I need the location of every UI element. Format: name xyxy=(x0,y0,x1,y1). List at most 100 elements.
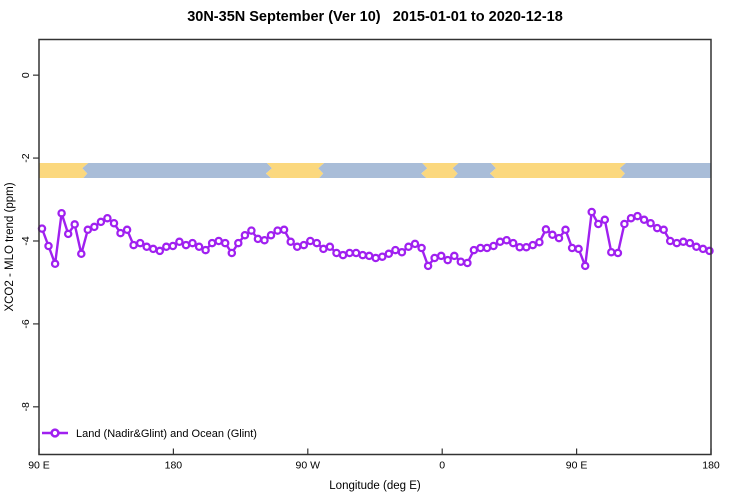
x-tick-label: 0 xyxy=(439,460,445,472)
data-point xyxy=(312,238,322,248)
data-point xyxy=(495,237,505,247)
data-point xyxy=(626,213,636,223)
data-point xyxy=(214,236,223,246)
data-point xyxy=(633,211,642,221)
data-point xyxy=(489,241,498,251)
x-tick-label: 90 E xyxy=(566,460,588,472)
data-point xyxy=(57,208,66,218)
data-point xyxy=(384,249,394,259)
data-point xyxy=(574,244,583,254)
data-point xyxy=(103,213,112,223)
chart-layers: 90 E 180 90 W 0 90 E 180 0 -2 -4 -6 -8 xyxy=(20,38,720,472)
chart-title: 30N-35N September (Ver 10) 2015-01-01 to… xyxy=(187,9,563,25)
x-tick-label: 90 E xyxy=(28,460,50,472)
data-point xyxy=(181,240,191,250)
data-point xyxy=(247,226,256,235)
data-point xyxy=(679,237,688,247)
data-point xyxy=(561,225,570,235)
data-point xyxy=(292,242,302,252)
data-point xyxy=(194,242,204,252)
data-point xyxy=(685,238,695,248)
data-point xyxy=(594,219,603,229)
data-point xyxy=(286,237,295,247)
data-point xyxy=(345,248,354,258)
data-point xyxy=(70,220,79,229)
data-point xyxy=(299,240,309,250)
data-point xyxy=(109,218,119,228)
x-axis-title: Longitude (deg E) xyxy=(329,480,421,492)
data-point xyxy=(234,238,243,248)
map-band-segment-ocean xyxy=(619,163,711,178)
data-point xyxy=(266,230,276,240)
data-point xyxy=(600,215,610,225)
data-point xyxy=(175,237,184,247)
data-point xyxy=(397,247,407,257)
data-point xyxy=(378,252,387,261)
data-point xyxy=(90,222,99,232)
y-tick-label: -8 xyxy=(20,402,32,411)
data-point xyxy=(613,248,623,258)
plot-border xyxy=(38,38,712,456)
data-point xyxy=(168,241,178,251)
data-point xyxy=(417,243,426,253)
data-point xyxy=(463,258,472,268)
data-point xyxy=(665,236,675,246)
data-point xyxy=(443,255,452,265)
legend-label: Land (Nadir&Glint) and Ocean (Glint) xyxy=(76,428,257,440)
data-point xyxy=(528,240,538,250)
y-tick-label: -6 xyxy=(20,319,32,328)
data-point xyxy=(515,242,524,252)
data-point xyxy=(201,245,210,255)
data-point xyxy=(410,239,420,249)
x-tick-label: 180 xyxy=(702,460,720,472)
map-band-segment-land xyxy=(265,163,325,178)
data-point xyxy=(63,229,73,239)
data-point xyxy=(652,223,662,233)
data-point xyxy=(522,242,531,252)
data-point xyxy=(332,248,341,258)
data-point xyxy=(456,257,466,266)
data-point xyxy=(358,250,367,260)
data-point xyxy=(116,228,125,238)
data-point xyxy=(319,244,328,254)
x-tick-label: 90 W xyxy=(296,460,321,472)
data-point xyxy=(227,248,237,258)
legend-marker-icon xyxy=(50,428,60,438)
data-point xyxy=(371,253,380,263)
legend: Land (Nadir&Glint) and Ocean (Glint) xyxy=(42,428,257,440)
y-tick-label: -2 xyxy=(20,153,32,162)
data-point xyxy=(162,242,171,252)
map-band-segment-ocean xyxy=(82,163,272,178)
data-point xyxy=(77,249,86,259)
data-point xyxy=(44,241,53,251)
data-point xyxy=(548,230,557,240)
data-point xyxy=(646,218,655,228)
data-point xyxy=(554,233,564,243)
data-point xyxy=(482,243,492,253)
data-point xyxy=(129,240,138,250)
data-point xyxy=(692,242,701,252)
data-point xyxy=(404,242,413,252)
data-point xyxy=(698,244,708,254)
map-band-segment-ocean xyxy=(452,163,496,178)
data-point xyxy=(240,230,250,240)
data-point xyxy=(450,251,459,261)
data-point xyxy=(508,238,518,248)
data-point xyxy=(325,242,335,252)
data-point xyxy=(620,219,629,229)
data-point xyxy=(364,251,374,261)
data-point xyxy=(502,235,511,245)
data-point xyxy=(567,243,577,253)
data-point xyxy=(188,238,197,248)
data-point xyxy=(273,226,282,235)
map-band-segment-land xyxy=(421,163,459,178)
data-point xyxy=(672,238,682,248)
y-axis-title: XCO2 - MLO trend (ppm) xyxy=(4,182,16,311)
data-point xyxy=(260,235,269,245)
data-point xyxy=(253,234,263,244)
data-point xyxy=(207,238,217,248)
data-point xyxy=(423,261,433,271)
data-point xyxy=(96,217,106,227)
